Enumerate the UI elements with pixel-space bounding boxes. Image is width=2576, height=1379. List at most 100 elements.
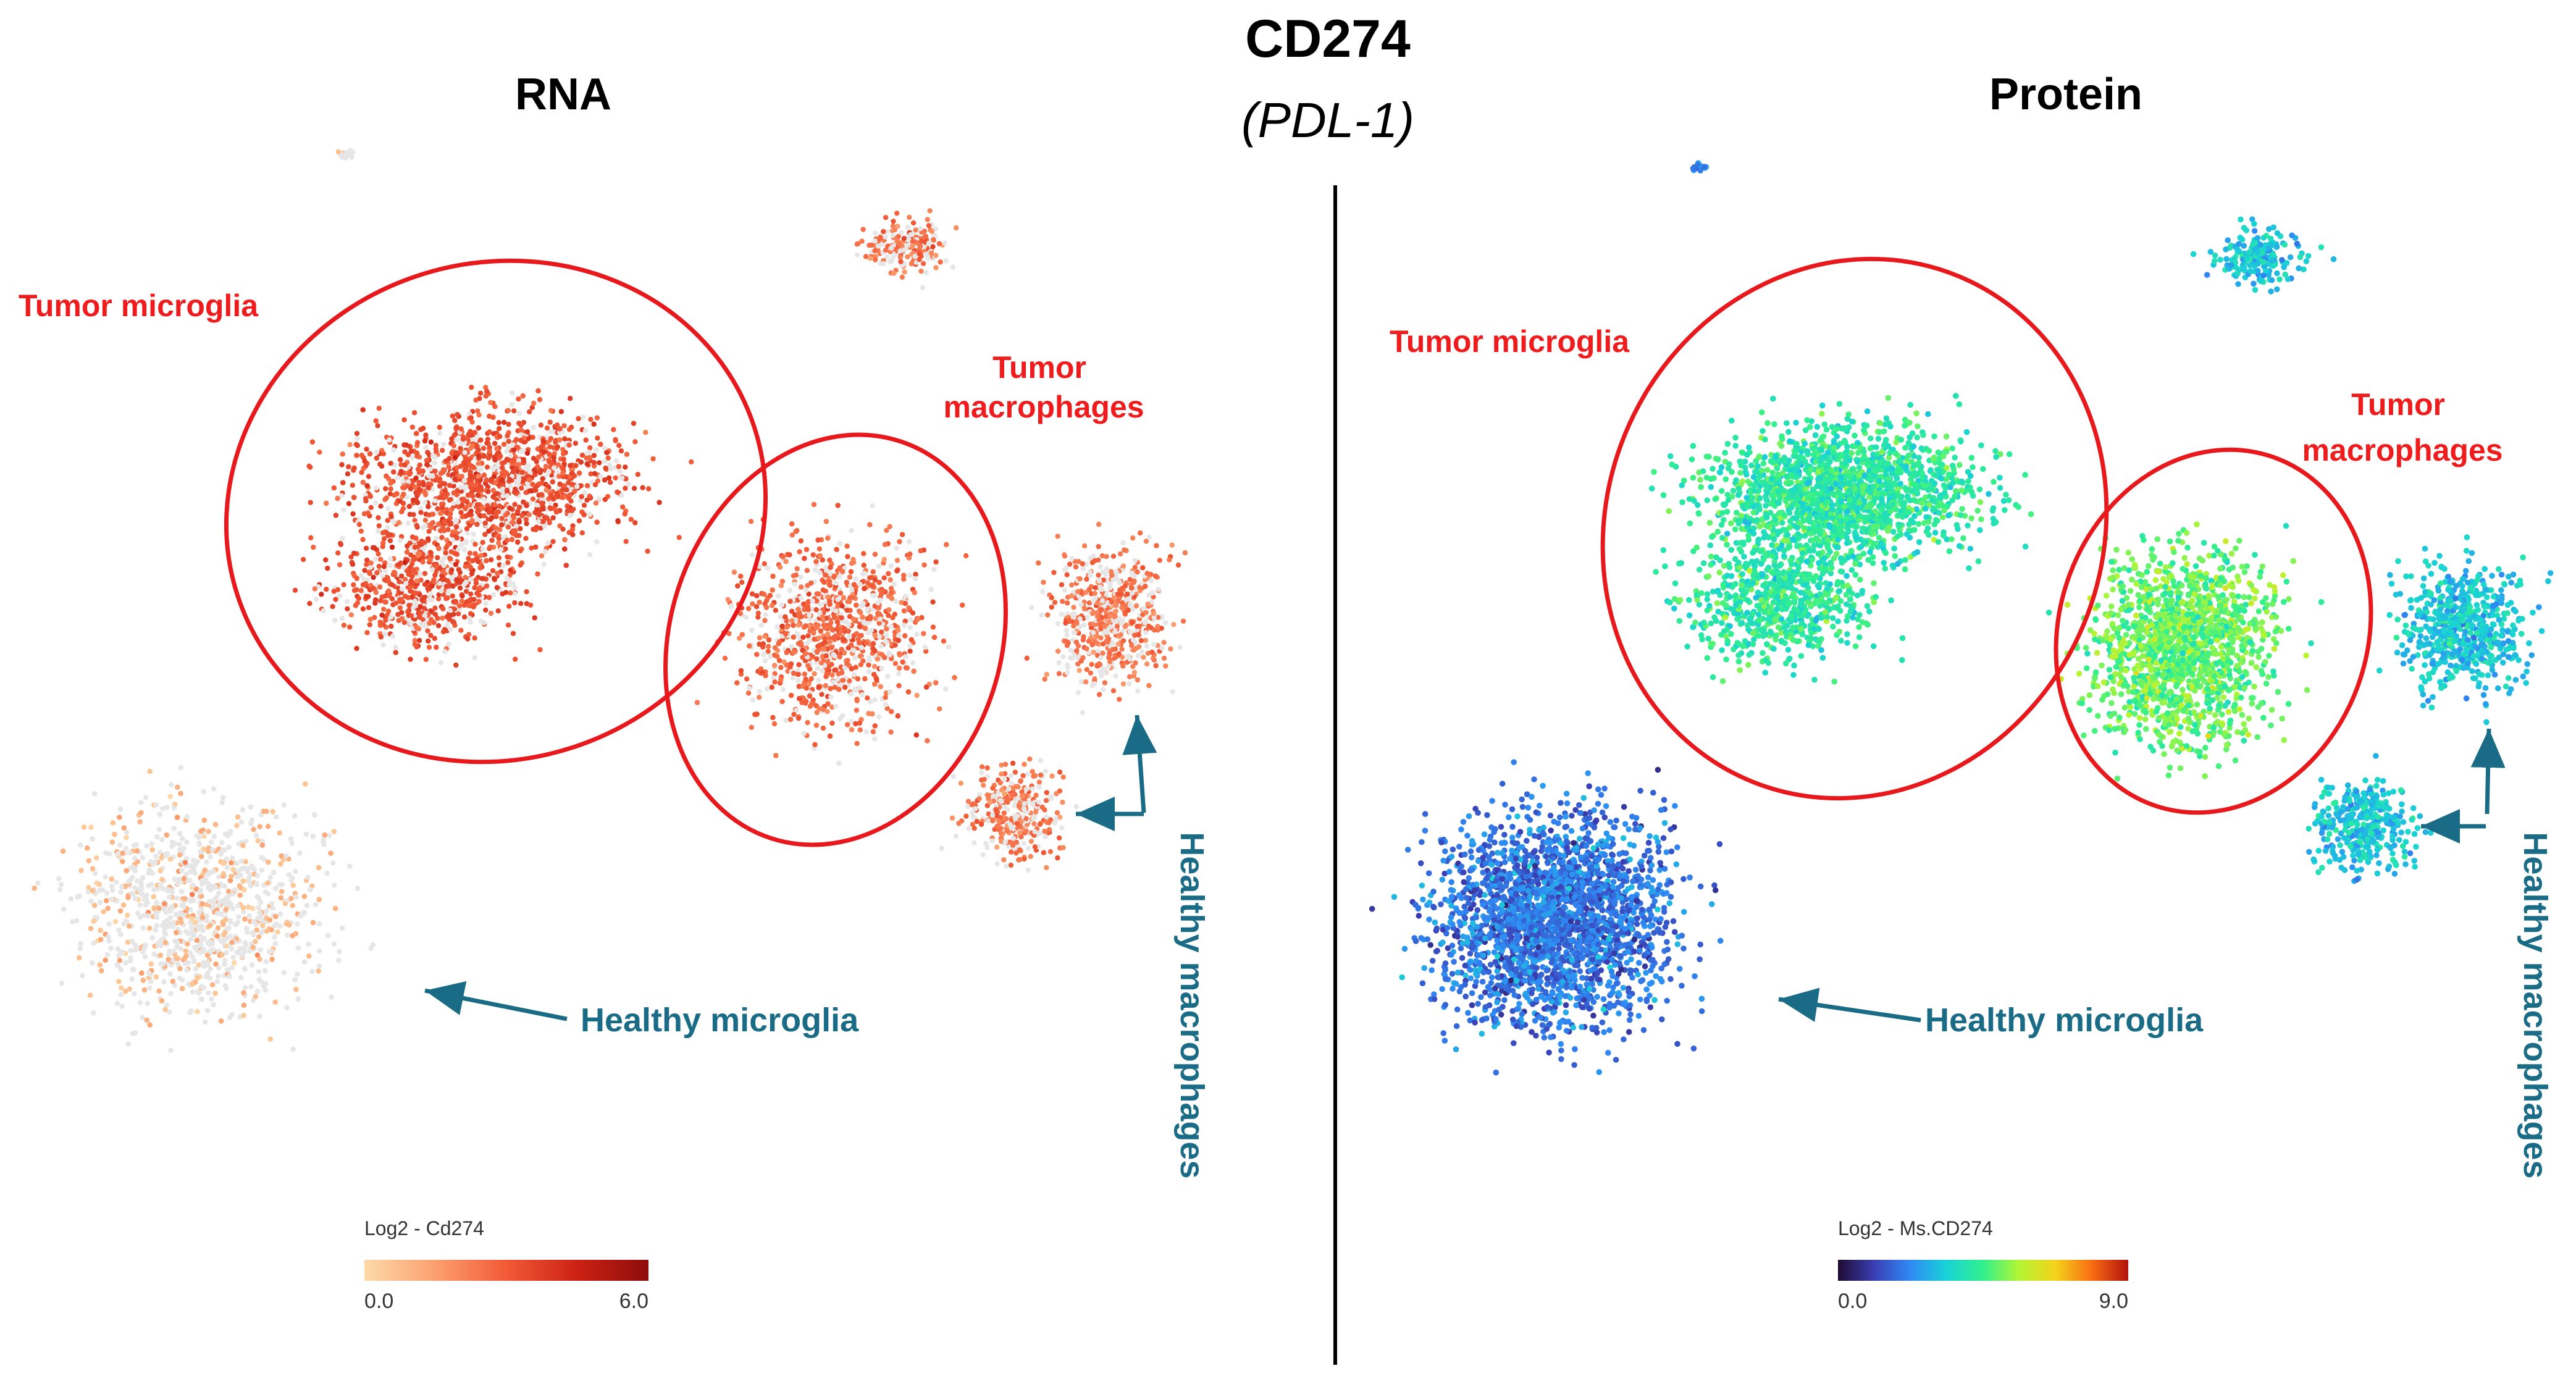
cell-point <box>375 551 381 557</box>
cell-point <box>556 474 562 479</box>
cell-point <box>1064 662 1070 668</box>
cell-point <box>866 662 871 668</box>
cell-point <box>418 427 424 432</box>
cell-point <box>576 470 582 476</box>
cell-point <box>820 725 826 731</box>
cell-point <box>388 461 393 466</box>
cell-point <box>1032 844 1038 850</box>
cell-point <box>531 425 536 430</box>
cell-point <box>442 648 448 655</box>
cell-point <box>484 388 490 395</box>
cell-point <box>640 485 645 490</box>
cell-point <box>860 614 865 620</box>
cell-point <box>413 590 418 596</box>
cell-point <box>1028 853 1034 860</box>
cell-point <box>372 500 379 506</box>
cell-point <box>859 692 865 698</box>
cell-point <box>425 628 430 634</box>
cell-point <box>1098 655 1104 661</box>
cell-point <box>1021 840 1027 847</box>
cell-point <box>832 684 838 690</box>
cell-point <box>455 500 461 505</box>
cell-point <box>737 635 742 641</box>
cell-point <box>519 485 524 491</box>
cell-point <box>1104 566 1109 572</box>
cell-point <box>356 595 362 601</box>
cell-point <box>928 587 934 592</box>
cell-point <box>853 576 858 582</box>
cell-point <box>623 485 628 491</box>
cell-point <box>795 677 801 683</box>
cell-point <box>450 472 455 478</box>
cell-point <box>837 654 842 660</box>
cell-point <box>793 529 799 534</box>
cell-point <box>356 522 363 527</box>
cell-point <box>500 493 506 499</box>
cell-point <box>378 503 384 509</box>
cell-point <box>516 458 522 464</box>
cell-point <box>443 584 450 589</box>
cell-point <box>430 474 435 479</box>
cell-point <box>424 458 430 463</box>
cell-point <box>515 539 521 545</box>
cell-point <box>1022 761 1027 767</box>
cell-point <box>854 602 859 608</box>
cell-point <box>820 641 826 647</box>
cell-point <box>800 683 806 689</box>
cell-point <box>372 597 379 603</box>
cell-point <box>427 550 433 555</box>
cell-point <box>487 544 493 550</box>
cell-point <box>1146 534 1152 540</box>
cell-point <box>346 501 352 506</box>
cell-point <box>554 491 560 497</box>
cell-point <box>875 610 881 616</box>
cell-point <box>546 469 552 474</box>
cell-point <box>747 643 752 649</box>
cell-point <box>463 506 468 511</box>
cell-point <box>793 572 799 578</box>
cell-point <box>324 500 329 506</box>
cell-point <box>533 544 539 550</box>
cell-point <box>351 550 357 556</box>
cell-point <box>468 591 474 597</box>
cell-point <box>608 466 614 472</box>
cell-point <box>387 491 393 497</box>
cell-point <box>831 614 837 621</box>
cell-point <box>373 590 379 595</box>
cell-point <box>394 491 400 497</box>
cell-point <box>559 465 565 471</box>
cell-point <box>492 404 498 409</box>
cell-point <box>496 420 501 425</box>
cell-point <box>1056 671 1062 677</box>
cell-point <box>1003 761 1009 767</box>
cell-point <box>833 580 839 586</box>
cell-point <box>333 597 338 602</box>
cell-point <box>1038 758 1044 763</box>
cell-point <box>807 693 813 699</box>
cell-point <box>1009 781 1015 787</box>
cell-point <box>470 437 476 443</box>
cell-point <box>913 576 918 582</box>
cell-point <box>562 546 568 552</box>
cell-point <box>461 434 466 440</box>
cell-point <box>478 484 484 490</box>
cell-point <box>729 603 734 609</box>
cell-point <box>897 652 903 658</box>
cell-point <box>1024 655 1030 661</box>
cell-point <box>351 587 358 593</box>
cell-point <box>537 508 543 513</box>
cell-point <box>872 697 878 703</box>
cell-point <box>1074 648 1080 654</box>
cell-point <box>541 561 547 568</box>
cell-point <box>404 550 410 555</box>
cell-point <box>847 634 852 640</box>
cell-point <box>512 591 518 597</box>
cell-point <box>1145 601 1151 607</box>
cell-point <box>808 676 814 682</box>
cell-point <box>376 523 382 529</box>
cell-point <box>1040 589 1046 595</box>
cell-point <box>441 442 447 447</box>
cell-point <box>506 421 511 427</box>
cell-point <box>907 572 913 578</box>
cell-point <box>795 622 802 628</box>
